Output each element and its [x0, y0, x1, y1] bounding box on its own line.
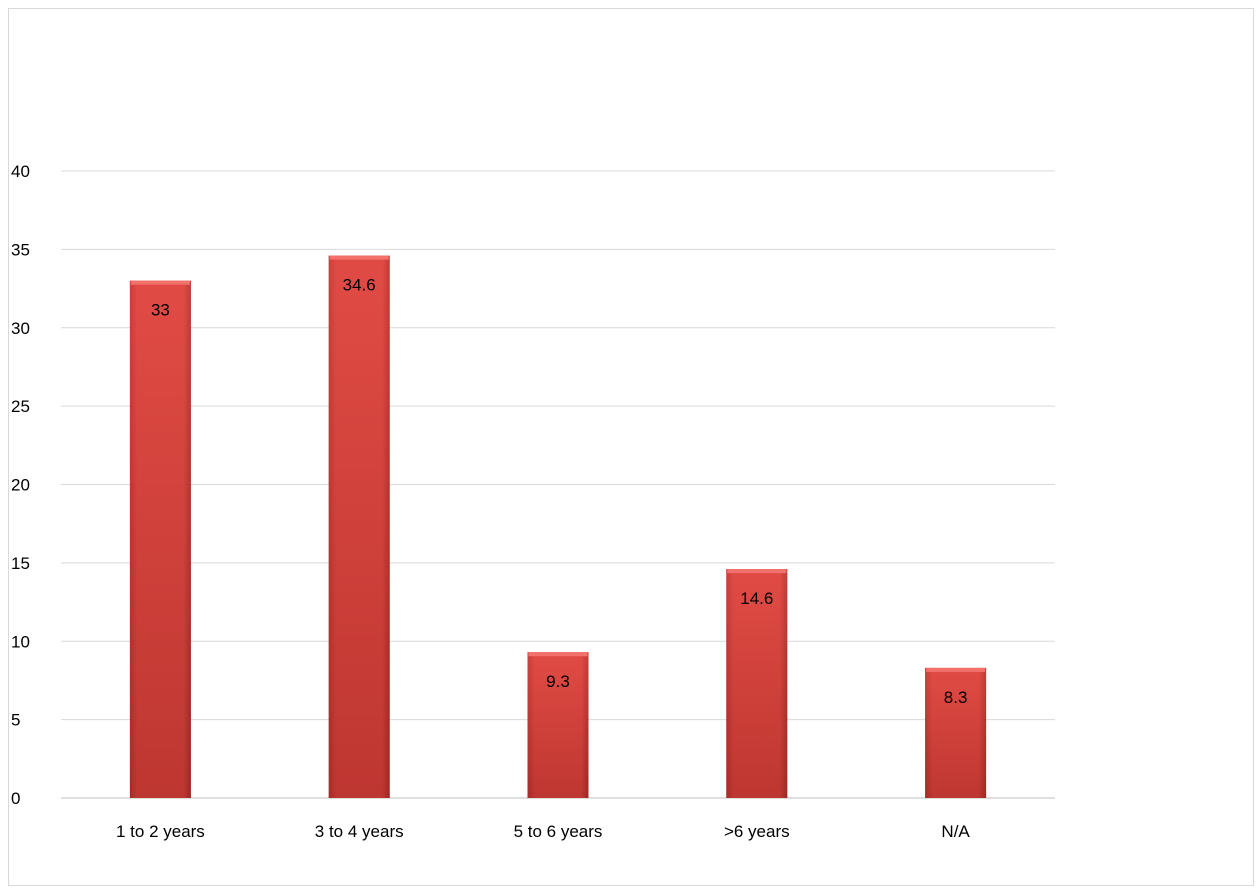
bar-cap	[329, 255, 389, 260]
chart-frame: 0 5 10 15 20 25 30 35 40 33 1 to 2 years 34.6 3 to 4…	[8, 8, 1254, 886]
data-label: 9.3	[546, 672, 570, 691]
labels: 0 5 10 15 20 25 30 35 40 33 1 to 2 years 34.6 3 to 4…	[11, 162, 970, 841]
bar-shade	[726, 569, 788, 798]
category-label: 3 to 4 years	[315, 822, 404, 841]
data-label: 34.6	[343, 276, 376, 295]
bar-chart: 0 5 10 15 20 25 30 35 40 33 1 to 2 years 34.6 3 to 4…	[11, 162, 1055, 841]
bar	[925, 667, 987, 798]
bar-cap	[926, 667, 986, 672]
bar-shade	[129, 280, 191, 799]
category-label: 5 to 6 years	[514, 822, 603, 841]
bars	[129, 255, 987, 799]
bar	[726, 569, 788, 798]
bar-cap	[130, 280, 190, 285]
bar	[328, 255, 390, 798]
gridlines	[61, 170, 1055, 799]
bar-shade	[527, 652, 589, 798]
y-tick-label: 25	[11, 397, 30, 416]
y-tick-label: 20	[11, 476, 30, 495]
bar-cap	[727, 569, 787, 574]
bar-shade	[925, 667, 987, 798]
y-tick-label: 40	[11, 162, 30, 181]
y-tick-label: 30	[11, 319, 30, 338]
category-label: N/A	[941, 822, 970, 841]
bar	[129, 280, 191, 799]
data-label: 33	[151, 301, 170, 320]
category-label: 1 to 2 years	[116, 822, 205, 841]
bar-cap	[528, 652, 588, 657]
y-tick-label: 10	[11, 632, 30, 651]
y-tick-label: 35	[11, 240, 30, 259]
data-label: 8.3	[944, 688, 968, 707]
category-label: >6 years	[724, 822, 790, 841]
y-tick-label: 5	[11, 711, 20, 730]
bar	[527, 652, 589, 798]
y-tick-label: 0	[11, 789, 20, 808]
data-label: 14.6	[740, 589, 773, 608]
bar-shade	[328, 255, 390, 798]
y-tick-label: 15	[11, 554, 30, 573]
